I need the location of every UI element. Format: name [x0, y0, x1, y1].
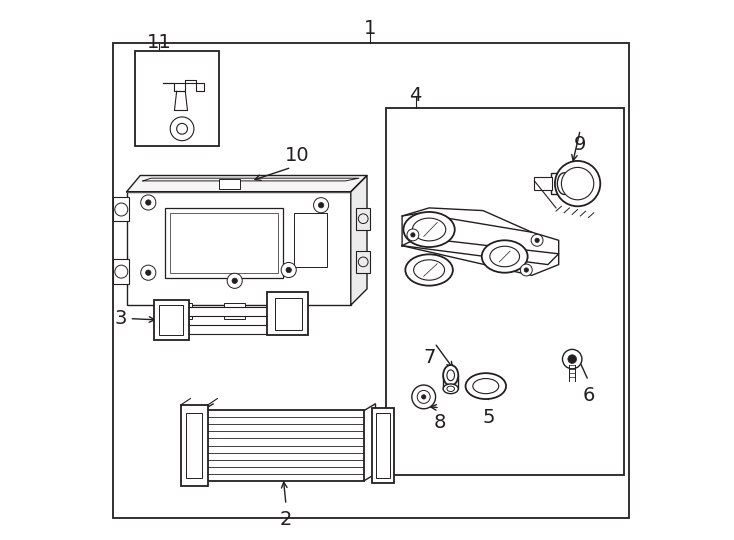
- Bar: [272, 303, 294, 319]
- Bar: [550, 173, 578, 194]
- Text: 11: 11: [147, 33, 172, 52]
- Circle shape: [281, 262, 297, 278]
- Bar: [219, 179, 240, 189]
- Bar: [377, 413, 390, 478]
- Circle shape: [319, 202, 324, 208]
- Ellipse shape: [465, 373, 506, 399]
- Bar: [267, 292, 308, 335]
- Text: 9: 9: [574, 135, 586, 154]
- Polygon shape: [402, 213, 559, 265]
- Bar: [294, 213, 327, 267]
- Bar: [356, 251, 370, 273]
- Bar: [386, 108, 623, 475]
- Ellipse shape: [413, 218, 446, 241]
- Circle shape: [170, 117, 194, 140]
- Circle shape: [562, 167, 594, 200]
- Circle shape: [145, 270, 151, 275]
- Ellipse shape: [414, 260, 445, 280]
- Bar: [170, 303, 192, 319]
- Circle shape: [286, 267, 291, 273]
- Circle shape: [115, 203, 128, 216]
- Bar: [356, 208, 370, 230]
- Text: 6: 6: [582, 386, 595, 405]
- Text: 3: 3: [115, 309, 127, 328]
- Bar: [159, 305, 184, 335]
- Bar: [164, 208, 283, 278]
- Circle shape: [417, 390, 430, 403]
- Bar: [372, 408, 394, 483]
- Ellipse shape: [482, 240, 528, 273]
- Ellipse shape: [404, 212, 455, 247]
- Ellipse shape: [473, 379, 499, 394]
- Bar: [275, 298, 302, 330]
- Bar: [534, 177, 552, 190]
- Circle shape: [412, 385, 435, 409]
- Circle shape: [177, 124, 187, 134]
- Bar: [127, 192, 351, 305]
- Ellipse shape: [447, 370, 454, 381]
- Circle shape: [358, 257, 368, 267]
- Polygon shape: [402, 238, 559, 275]
- Bar: [224, 303, 245, 319]
- Ellipse shape: [557, 173, 571, 194]
- Text: 2: 2: [280, 510, 292, 529]
- Ellipse shape: [447, 386, 454, 391]
- Circle shape: [145, 200, 151, 205]
- Circle shape: [535, 238, 539, 242]
- Bar: [181, 405, 208, 486]
- Ellipse shape: [443, 384, 458, 394]
- Bar: [153, 300, 189, 340]
- Bar: [170, 213, 278, 273]
- Circle shape: [568, 355, 576, 363]
- Text: 1: 1: [363, 19, 376, 38]
- Bar: [186, 413, 203, 478]
- Circle shape: [358, 214, 368, 224]
- Bar: [443, 375, 458, 389]
- Bar: [135, 51, 219, 146]
- Bar: [113, 43, 629, 518]
- Circle shape: [555, 161, 600, 206]
- Text: 7: 7: [423, 348, 435, 367]
- Text: 4: 4: [410, 86, 422, 105]
- Circle shape: [141, 195, 156, 210]
- Text: 10: 10: [285, 146, 309, 165]
- Ellipse shape: [405, 254, 453, 286]
- Circle shape: [524, 268, 528, 272]
- Circle shape: [141, 265, 156, 280]
- Circle shape: [313, 198, 329, 213]
- Circle shape: [520, 264, 532, 276]
- Ellipse shape: [490, 246, 520, 267]
- Circle shape: [227, 273, 242, 288]
- Bar: [203, 410, 364, 481]
- Text: 8: 8: [434, 413, 446, 432]
- Polygon shape: [127, 176, 367, 192]
- Circle shape: [232, 278, 237, 284]
- Text: 5: 5: [482, 408, 495, 427]
- Polygon shape: [351, 176, 367, 305]
- Circle shape: [115, 265, 128, 278]
- Ellipse shape: [443, 365, 458, 386]
- Bar: [113, 259, 129, 284]
- Circle shape: [411, 233, 415, 237]
- Bar: [186, 326, 272, 334]
- Circle shape: [421, 395, 426, 399]
- Circle shape: [531, 234, 543, 246]
- Polygon shape: [163, 80, 203, 91]
- Circle shape: [407, 229, 419, 241]
- Bar: [113, 197, 129, 221]
- Bar: [186, 307, 272, 316]
- Circle shape: [562, 349, 582, 369]
